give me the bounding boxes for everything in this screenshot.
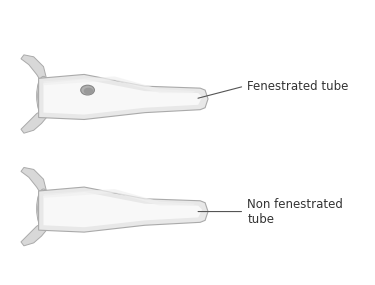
Ellipse shape [37,76,50,115]
Polygon shape [21,168,46,195]
Ellipse shape [37,189,50,228]
Ellipse shape [84,88,93,95]
Polygon shape [21,110,46,133]
Polygon shape [39,187,208,232]
Text: Non fenestrated
tube: Non fenestrated tube [247,198,343,225]
Text: Fenestrated tube: Fenestrated tube [247,80,349,93]
Polygon shape [44,192,202,227]
Ellipse shape [38,199,45,218]
Polygon shape [44,76,195,93]
Polygon shape [21,222,46,246]
Polygon shape [21,55,46,82]
Polygon shape [44,79,202,115]
Polygon shape [44,189,195,206]
Ellipse shape [81,85,94,95]
Polygon shape [39,74,208,119]
Ellipse shape [38,86,45,106]
